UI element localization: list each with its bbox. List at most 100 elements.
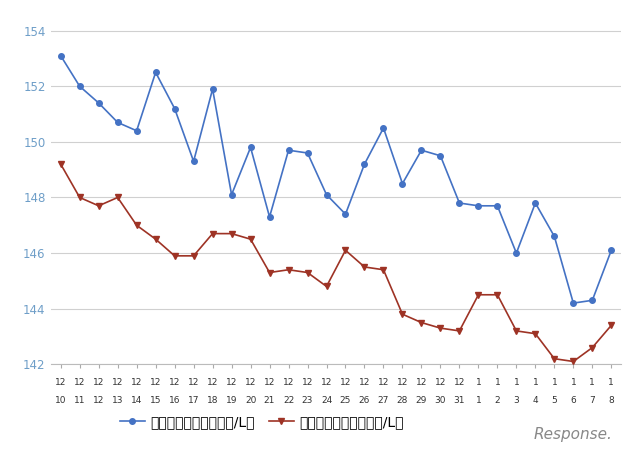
ハイオク実売価格（円/L） bbox=[228, 231, 236, 236]
ハイオク県板価格（円/L） bbox=[114, 120, 122, 125]
Text: 29: 29 bbox=[416, 396, 427, 405]
Text: 30: 30 bbox=[435, 396, 446, 405]
ハイオク実売価格（円/L） bbox=[417, 320, 425, 325]
Text: 12: 12 bbox=[112, 378, 124, 387]
Text: 12: 12 bbox=[397, 378, 408, 387]
Text: 28: 28 bbox=[397, 396, 408, 405]
ハイオク県板価格（円/L） bbox=[171, 106, 179, 111]
ハイオク県板価格（円/L） bbox=[531, 200, 539, 206]
Text: 12: 12 bbox=[378, 378, 389, 387]
ハイオク県板価格（円/L） bbox=[607, 248, 615, 253]
Text: 12: 12 bbox=[245, 378, 256, 387]
ハイオク県板価格（円/L） bbox=[342, 212, 349, 217]
Text: 12: 12 bbox=[416, 378, 427, 387]
Text: 27: 27 bbox=[378, 396, 389, 405]
ハイオク実売価格（円/L） bbox=[114, 195, 122, 200]
Text: 12: 12 bbox=[207, 378, 218, 387]
ハイオク県板価格（円/L） bbox=[303, 150, 311, 156]
ハイオク実売価格（円/L） bbox=[303, 270, 311, 276]
Text: 6: 6 bbox=[570, 396, 576, 405]
Text: 12: 12 bbox=[321, 378, 332, 387]
ハイオク県板価格（円/L） bbox=[285, 148, 292, 153]
ハイオク県板価格（円/L） bbox=[361, 161, 369, 167]
ハイオク実売価格（円/L） bbox=[550, 356, 558, 361]
Text: 1: 1 bbox=[552, 378, 557, 387]
Text: 1: 1 bbox=[609, 378, 614, 387]
ハイオク県板価格（円/L） bbox=[323, 192, 330, 198]
ハイオク実売価格（円/L） bbox=[76, 195, 83, 200]
ハイオク実売価格（円/L） bbox=[531, 331, 539, 337]
ハイオク県板価格（円/L） bbox=[570, 300, 577, 306]
Text: 21: 21 bbox=[264, 396, 275, 405]
ハイオク実売価格（円/L） bbox=[95, 203, 102, 209]
ハイオク実売価格（円/L） bbox=[570, 359, 577, 364]
Text: 4: 4 bbox=[532, 396, 538, 405]
Text: 2: 2 bbox=[495, 396, 500, 405]
Text: 1: 1 bbox=[589, 378, 595, 387]
ハイオク実売価格（円/L） bbox=[361, 264, 369, 270]
Text: 12: 12 bbox=[150, 378, 161, 387]
Text: 12: 12 bbox=[435, 378, 446, 387]
ハイオク実売価格（円/L） bbox=[589, 345, 596, 350]
Text: 12: 12 bbox=[93, 378, 104, 387]
Text: 25: 25 bbox=[340, 396, 351, 405]
Text: 16: 16 bbox=[169, 396, 180, 405]
ハイオク県板価格（円/L） bbox=[266, 214, 273, 220]
ハイオク県板価格（円/L） bbox=[513, 250, 520, 256]
Text: 26: 26 bbox=[359, 396, 370, 405]
Text: 1: 1 bbox=[532, 378, 538, 387]
ハイオク実売価格（円/L） bbox=[493, 292, 501, 297]
ハイオク県板価格（円/L） bbox=[152, 70, 159, 75]
Line: ハイオク県板価格（円/L）: ハイオク県板価格（円/L） bbox=[58, 53, 614, 306]
ハイオク実売価格（円/L） bbox=[399, 311, 406, 317]
ハイオク実売価格（円/L） bbox=[171, 253, 179, 259]
Text: 31: 31 bbox=[454, 396, 465, 405]
Text: 12: 12 bbox=[359, 378, 370, 387]
ハイオク実売価格（円/L） bbox=[342, 248, 349, 253]
Text: 12: 12 bbox=[169, 378, 180, 387]
Text: 14: 14 bbox=[131, 396, 142, 405]
Text: 12: 12 bbox=[226, 378, 237, 387]
Text: 3: 3 bbox=[513, 396, 519, 405]
ハイオク県板価格（円/L） bbox=[189, 158, 197, 164]
ハイオク県板価格（円/L） bbox=[550, 234, 558, 239]
Text: 12: 12 bbox=[283, 378, 294, 387]
Text: 1: 1 bbox=[513, 378, 519, 387]
ハイオク県板価格（円/L） bbox=[228, 192, 236, 198]
Text: 12: 12 bbox=[74, 378, 85, 387]
ハイオク実売価格（円/L） bbox=[513, 328, 520, 334]
ハイオク県板価格（円/L） bbox=[399, 181, 406, 186]
Line: ハイオク実売価格（円/L）: ハイオク実売価格（円/L） bbox=[58, 161, 614, 364]
Text: 12: 12 bbox=[93, 396, 104, 405]
Text: 22: 22 bbox=[283, 396, 294, 405]
ハイオク実売価格（円/L） bbox=[456, 328, 463, 334]
Text: 24: 24 bbox=[321, 396, 332, 405]
Text: 12: 12 bbox=[454, 378, 465, 387]
ハイオク県板価格（円/L） bbox=[76, 84, 83, 89]
Text: 13: 13 bbox=[112, 396, 124, 405]
Text: 8: 8 bbox=[609, 396, 614, 405]
Text: 5: 5 bbox=[552, 396, 557, 405]
ハイオク県板価格（円/L） bbox=[589, 297, 596, 303]
Legend: ハイオク県板価格（円/L）, ハイオク実売価格（円/L）: ハイオク県板価格（円/L）, ハイオク実売価格（円/L） bbox=[115, 409, 410, 434]
Text: 19: 19 bbox=[226, 396, 237, 405]
ハイオク実売価格（円/L） bbox=[133, 222, 141, 228]
Text: 18: 18 bbox=[207, 396, 218, 405]
Text: 1: 1 bbox=[476, 396, 481, 405]
Text: 20: 20 bbox=[245, 396, 256, 405]
Text: 12: 12 bbox=[264, 378, 275, 387]
Text: 1: 1 bbox=[570, 378, 576, 387]
ハイオク実売価格（円/L） bbox=[209, 231, 216, 236]
ハイオク実売価格（円/L） bbox=[323, 283, 330, 289]
ハイオク県板価格（円/L） bbox=[417, 148, 425, 153]
Text: 7: 7 bbox=[589, 396, 595, 405]
ハイオク県板価格（円/L） bbox=[209, 86, 216, 92]
Text: 1: 1 bbox=[476, 378, 481, 387]
ハイオク実売価格（円/L） bbox=[380, 267, 387, 273]
ハイオク実売価格（円/L） bbox=[474, 292, 483, 297]
ハイオク実売価格（円/L） bbox=[152, 236, 159, 242]
ハイオク実売価格（円/L） bbox=[266, 270, 273, 276]
ハイオク県板価格（円/L） bbox=[133, 128, 141, 134]
ハイオク県板価格（円/L） bbox=[380, 125, 387, 131]
ハイオク県板価格（円/L） bbox=[246, 145, 254, 150]
